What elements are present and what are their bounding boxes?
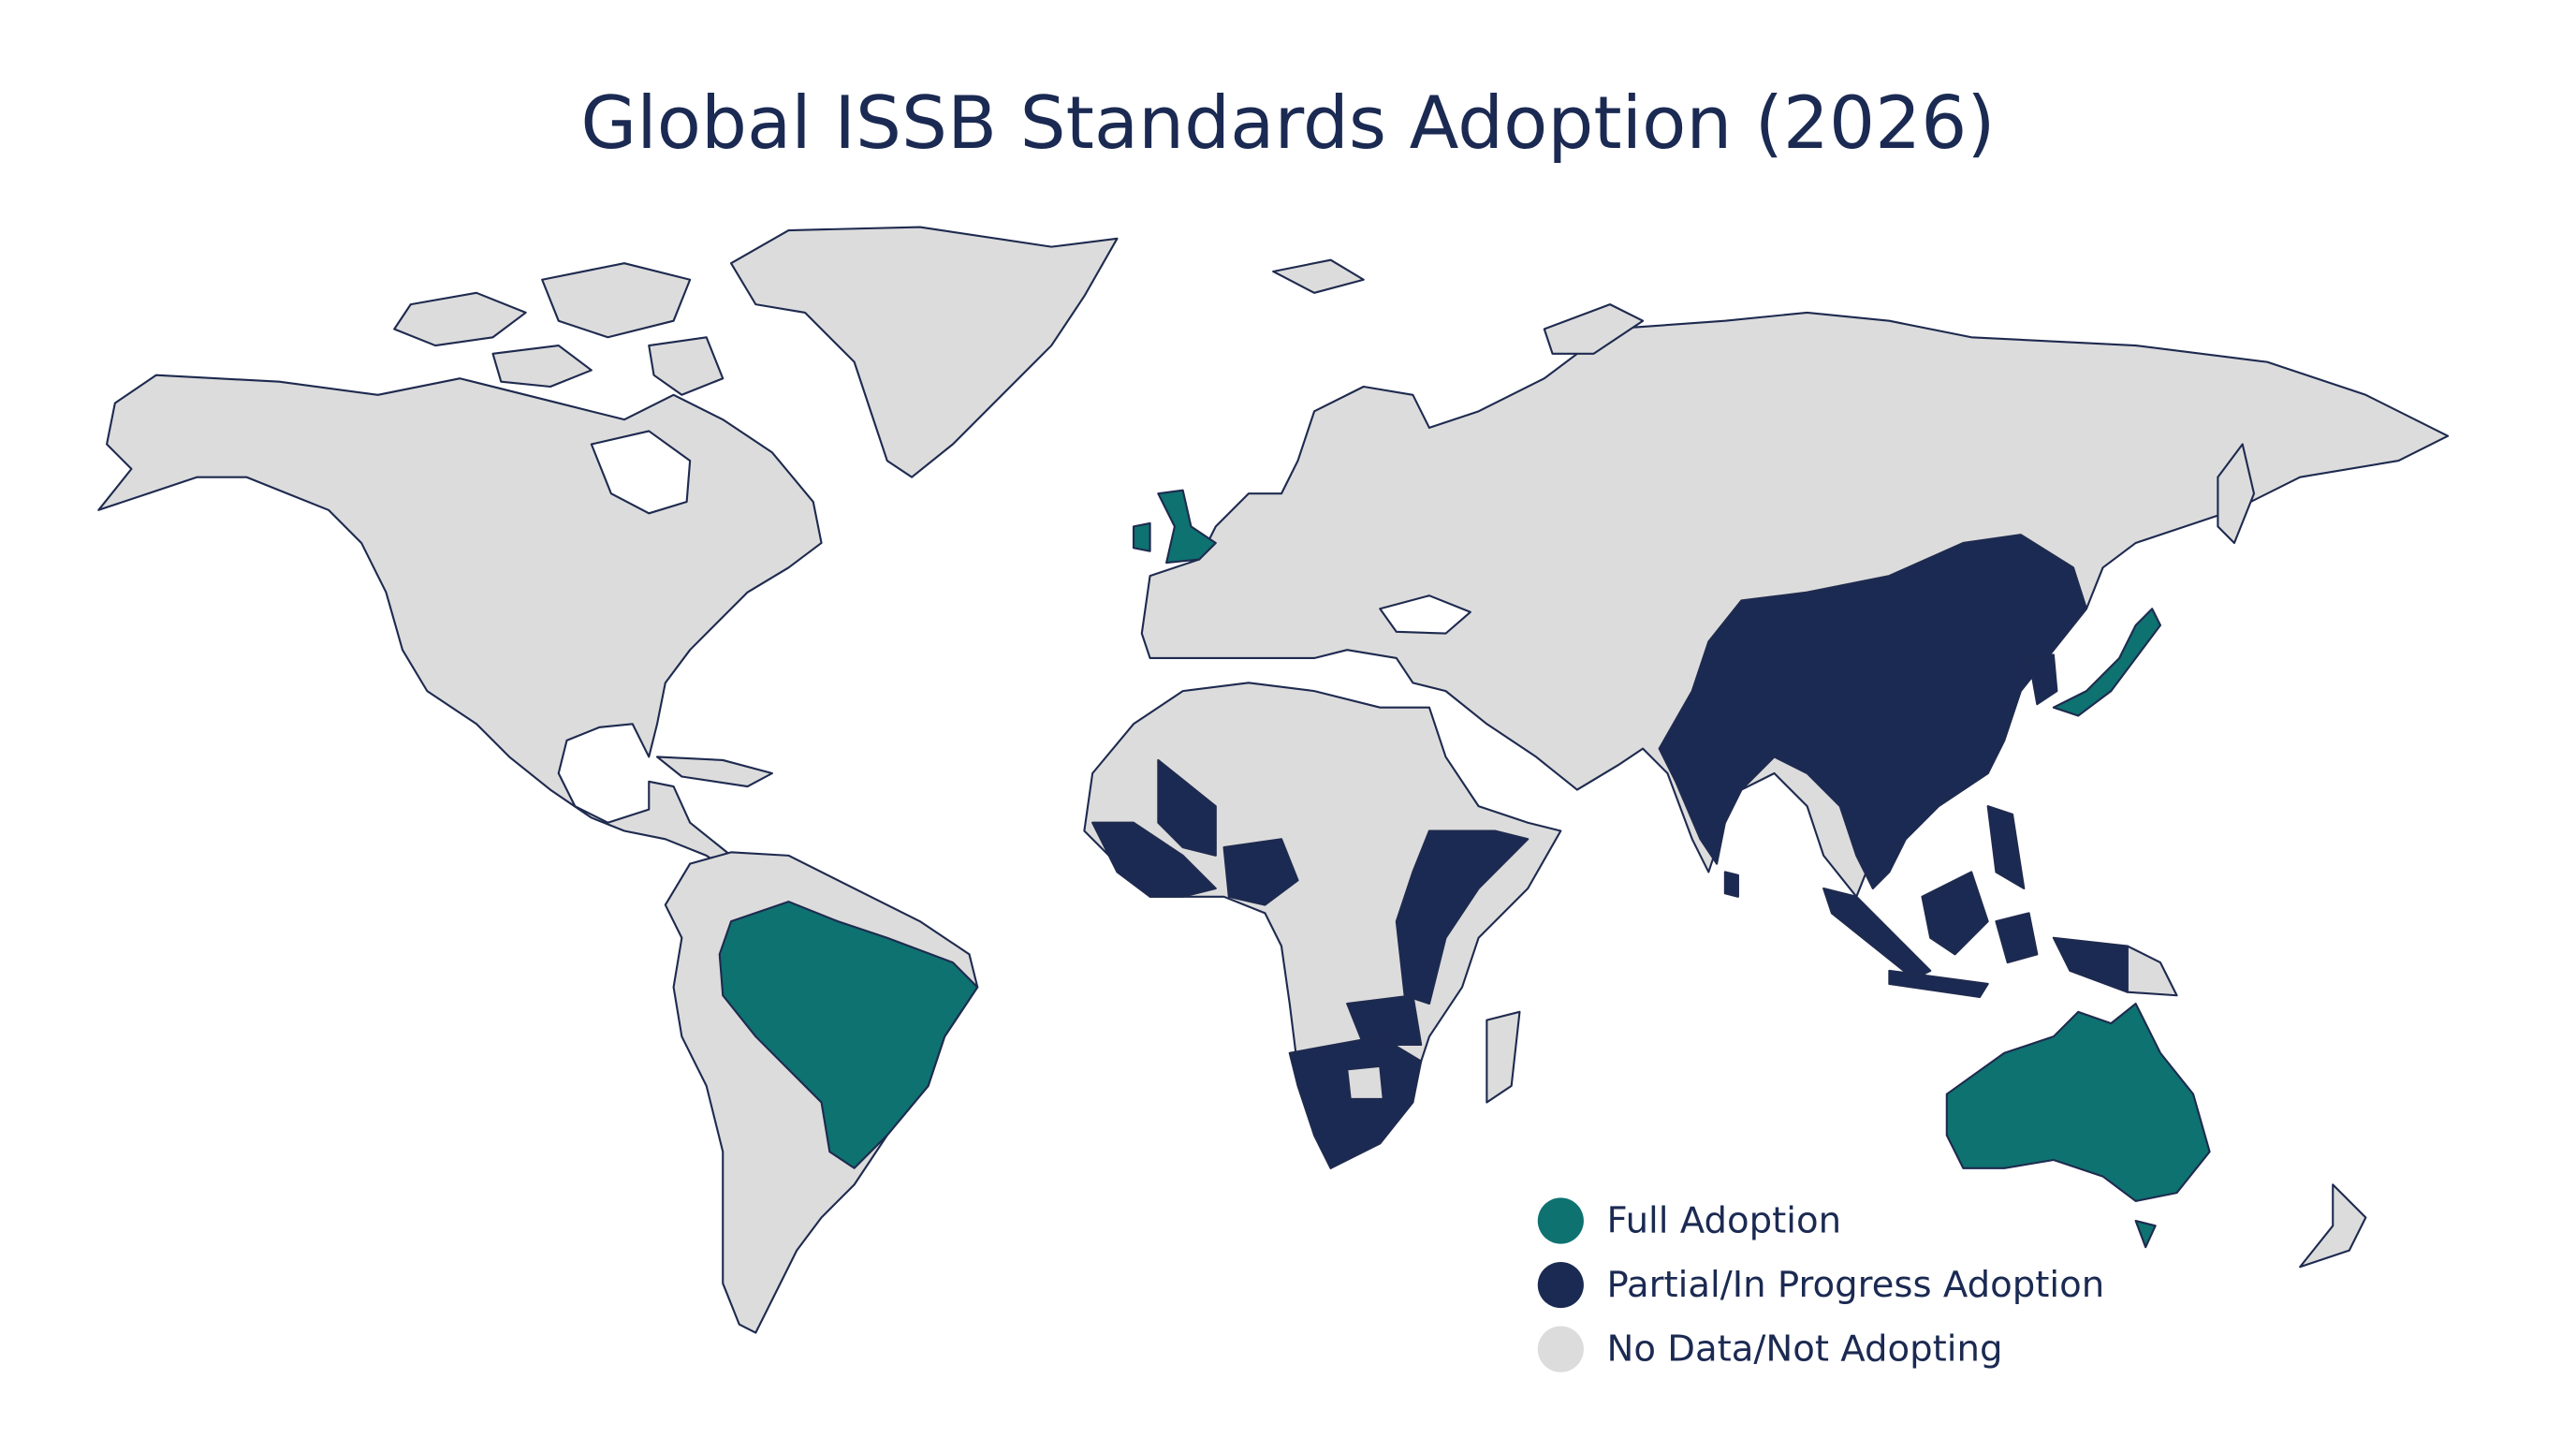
region bbox=[1486, 1010, 1521, 1104]
region bbox=[1091, 821, 1217, 898]
map-title: Global ISSB Standards Adoption (2026) bbox=[580, 81, 1995, 166]
region bbox=[2052, 608, 2162, 717]
region bbox=[541, 262, 692, 339]
legend: Full Adoption Partial/In Progress Adopti… bbox=[1537, 1197, 2104, 1372]
region bbox=[1222, 838, 1299, 906]
region bbox=[1995, 912, 2039, 964]
region bbox=[1723, 871, 1739, 898]
legend-label: Partial/In Progress Adoption bbox=[1606, 1264, 2104, 1306]
region bbox=[1346, 994, 1423, 1047]
region bbox=[648, 336, 724, 396]
region bbox=[1288, 1035, 1423, 1169]
black-sea bbox=[1379, 594, 1471, 635]
legend-swatch bbox=[1537, 1326, 1584, 1372]
legend-swatch bbox=[1537, 1197, 1584, 1244]
region bbox=[2299, 1183, 2367, 1269]
region bbox=[2134, 1219, 2157, 1249]
region bbox=[655, 756, 773, 788]
region bbox=[1543, 303, 1645, 355]
world-map bbox=[97, 226, 2450, 1334]
region bbox=[729, 226, 1119, 478]
legend-swatch bbox=[1537, 1261, 1584, 1309]
region bbox=[2217, 443, 2256, 545]
region bbox=[1157, 758, 1217, 857]
region bbox=[1945, 1002, 2211, 1202]
region bbox=[1132, 521, 1151, 552]
region bbox=[491, 345, 593, 389]
region bbox=[1395, 829, 1530, 1005]
region bbox=[1888, 969, 1989, 999]
region bbox=[1658, 534, 2088, 890]
region bbox=[1986, 805, 2026, 890]
region bbox=[2027, 653, 2058, 706]
region bbox=[393, 291, 527, 347]
region bbox=[1346, 1064, 1384, 1101]
region bbox=[718, 901, 979, 1169]
region bbox=[1157, 489, 1217, 565]
region bbox=[1272, 258, 1365, 294]
hudson-bay bbox=[590, 430, 692, 515]
region bbox=[1921, 871, 1989, 956]
legend-label: Full Adoption bbox=[1606, 1199, 1841, 1241]
region bbox=[2126, 945, 2178, 997]
legend-label: No Data/Not Adopting bbox=[1606, 1328, 2002, 1370]
